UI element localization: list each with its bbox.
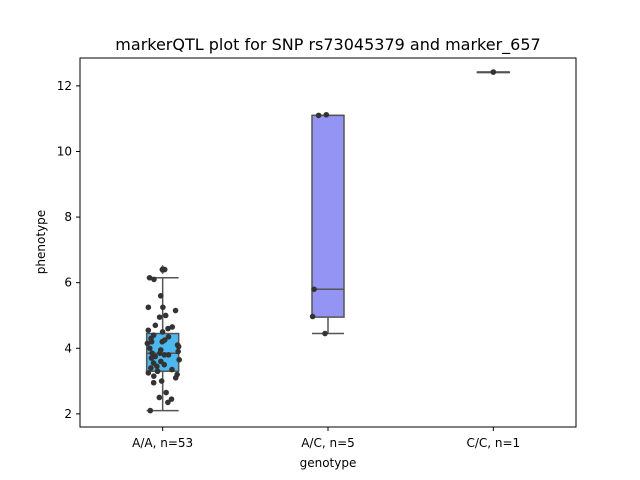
x-tick-label: A/C, n=5 [301,436,355,450]
data-point [150,379,157,386]
data-point [163,389,169,396]
data-point [157,350,163,357]
data-point [158,378,165,384]
data-point [154,363,160,370]
y-axis: 2 4 6 8 10 12 [57,79,80,421]
data-point [175,343,182,350]
data-point [157,293,164,299]
y-tick-label: 4 [64,341,72,355]
x-tick-label: A/A, n=53 [132,436,193,450]
data-point [315,112,322,119]
y-tick-label: 8 [64,210,72,224]
box-group-1 [311,114,345,335]
data-point [154,368,161,375]
data-point [159,329,166,335]
data-point [490,69,497,75]
data-point [165,352,172,358]
points-group-1 [309,111,330,337]
data-point [145,304,152,311]
data-point [148,365,154,371]
data-point [144,340,151,347]
data-point [148,338,155,345]
box-body [311,114,345,318]
data-point [150,373,157,379]
y-tick-label: 12 [57,79,72,93]
points-group-2 [490,69,497,75]
data-point [145,370,152,376]
x-tick-label: C/C, n=1 [466,436,520,450]
data-point [322,330,328,337]
data-point [146,274,153,281]
x-axis-label: genotype [300,456,357,470]
data-point [156,394,163,401]
data-point [169,366,175,373]
data-point [151,276,157,283]
data-point [176,356,182,363]
points-group-0 [144,266,182,414]
chart-title: markerQTL plot for SNP rs73045379 and ma… [115,35,540,55]
data-point [165,334,172,340]
x-axis: A/A, n=53 A/C, n=5 C/C, n=1 [132,427,520,450]
y-tick-label: 10 [57,144,72,158]
data-point [311,286,317,293]
data-point [152,322,159,329]
data-point [165,325,171,332]
data-point [175,348,181,355]
data-point [156,314,163,320]
y-axis-label: phenotype [34,210,48,274]
data-point [148,355,155,361]
plot-content [144,69,511,414]
data-point [165,399,171,406]
data-point [161,352,168,358]
data-point [162,312,169,319]
data-point [169,324,176,330]
data-point [172,375,179,381]
data-point [172,307,179,314]
data-point [147,407,154,414]
y-tick-label: 6 [64,276,72,290]
data-point [160,304,166,311]
data-point [146,345,153,352]
data-point [159,338,166,345]
data-point [168,396,175,402]
data-point [323,111,330,118]
data-point [145,327,152,334]
data-point [161,361,168,368]
y-tick-label: 2 [64,407,72,421]
data-point [309,313,316,320]
data-point [161,266,168,273]
